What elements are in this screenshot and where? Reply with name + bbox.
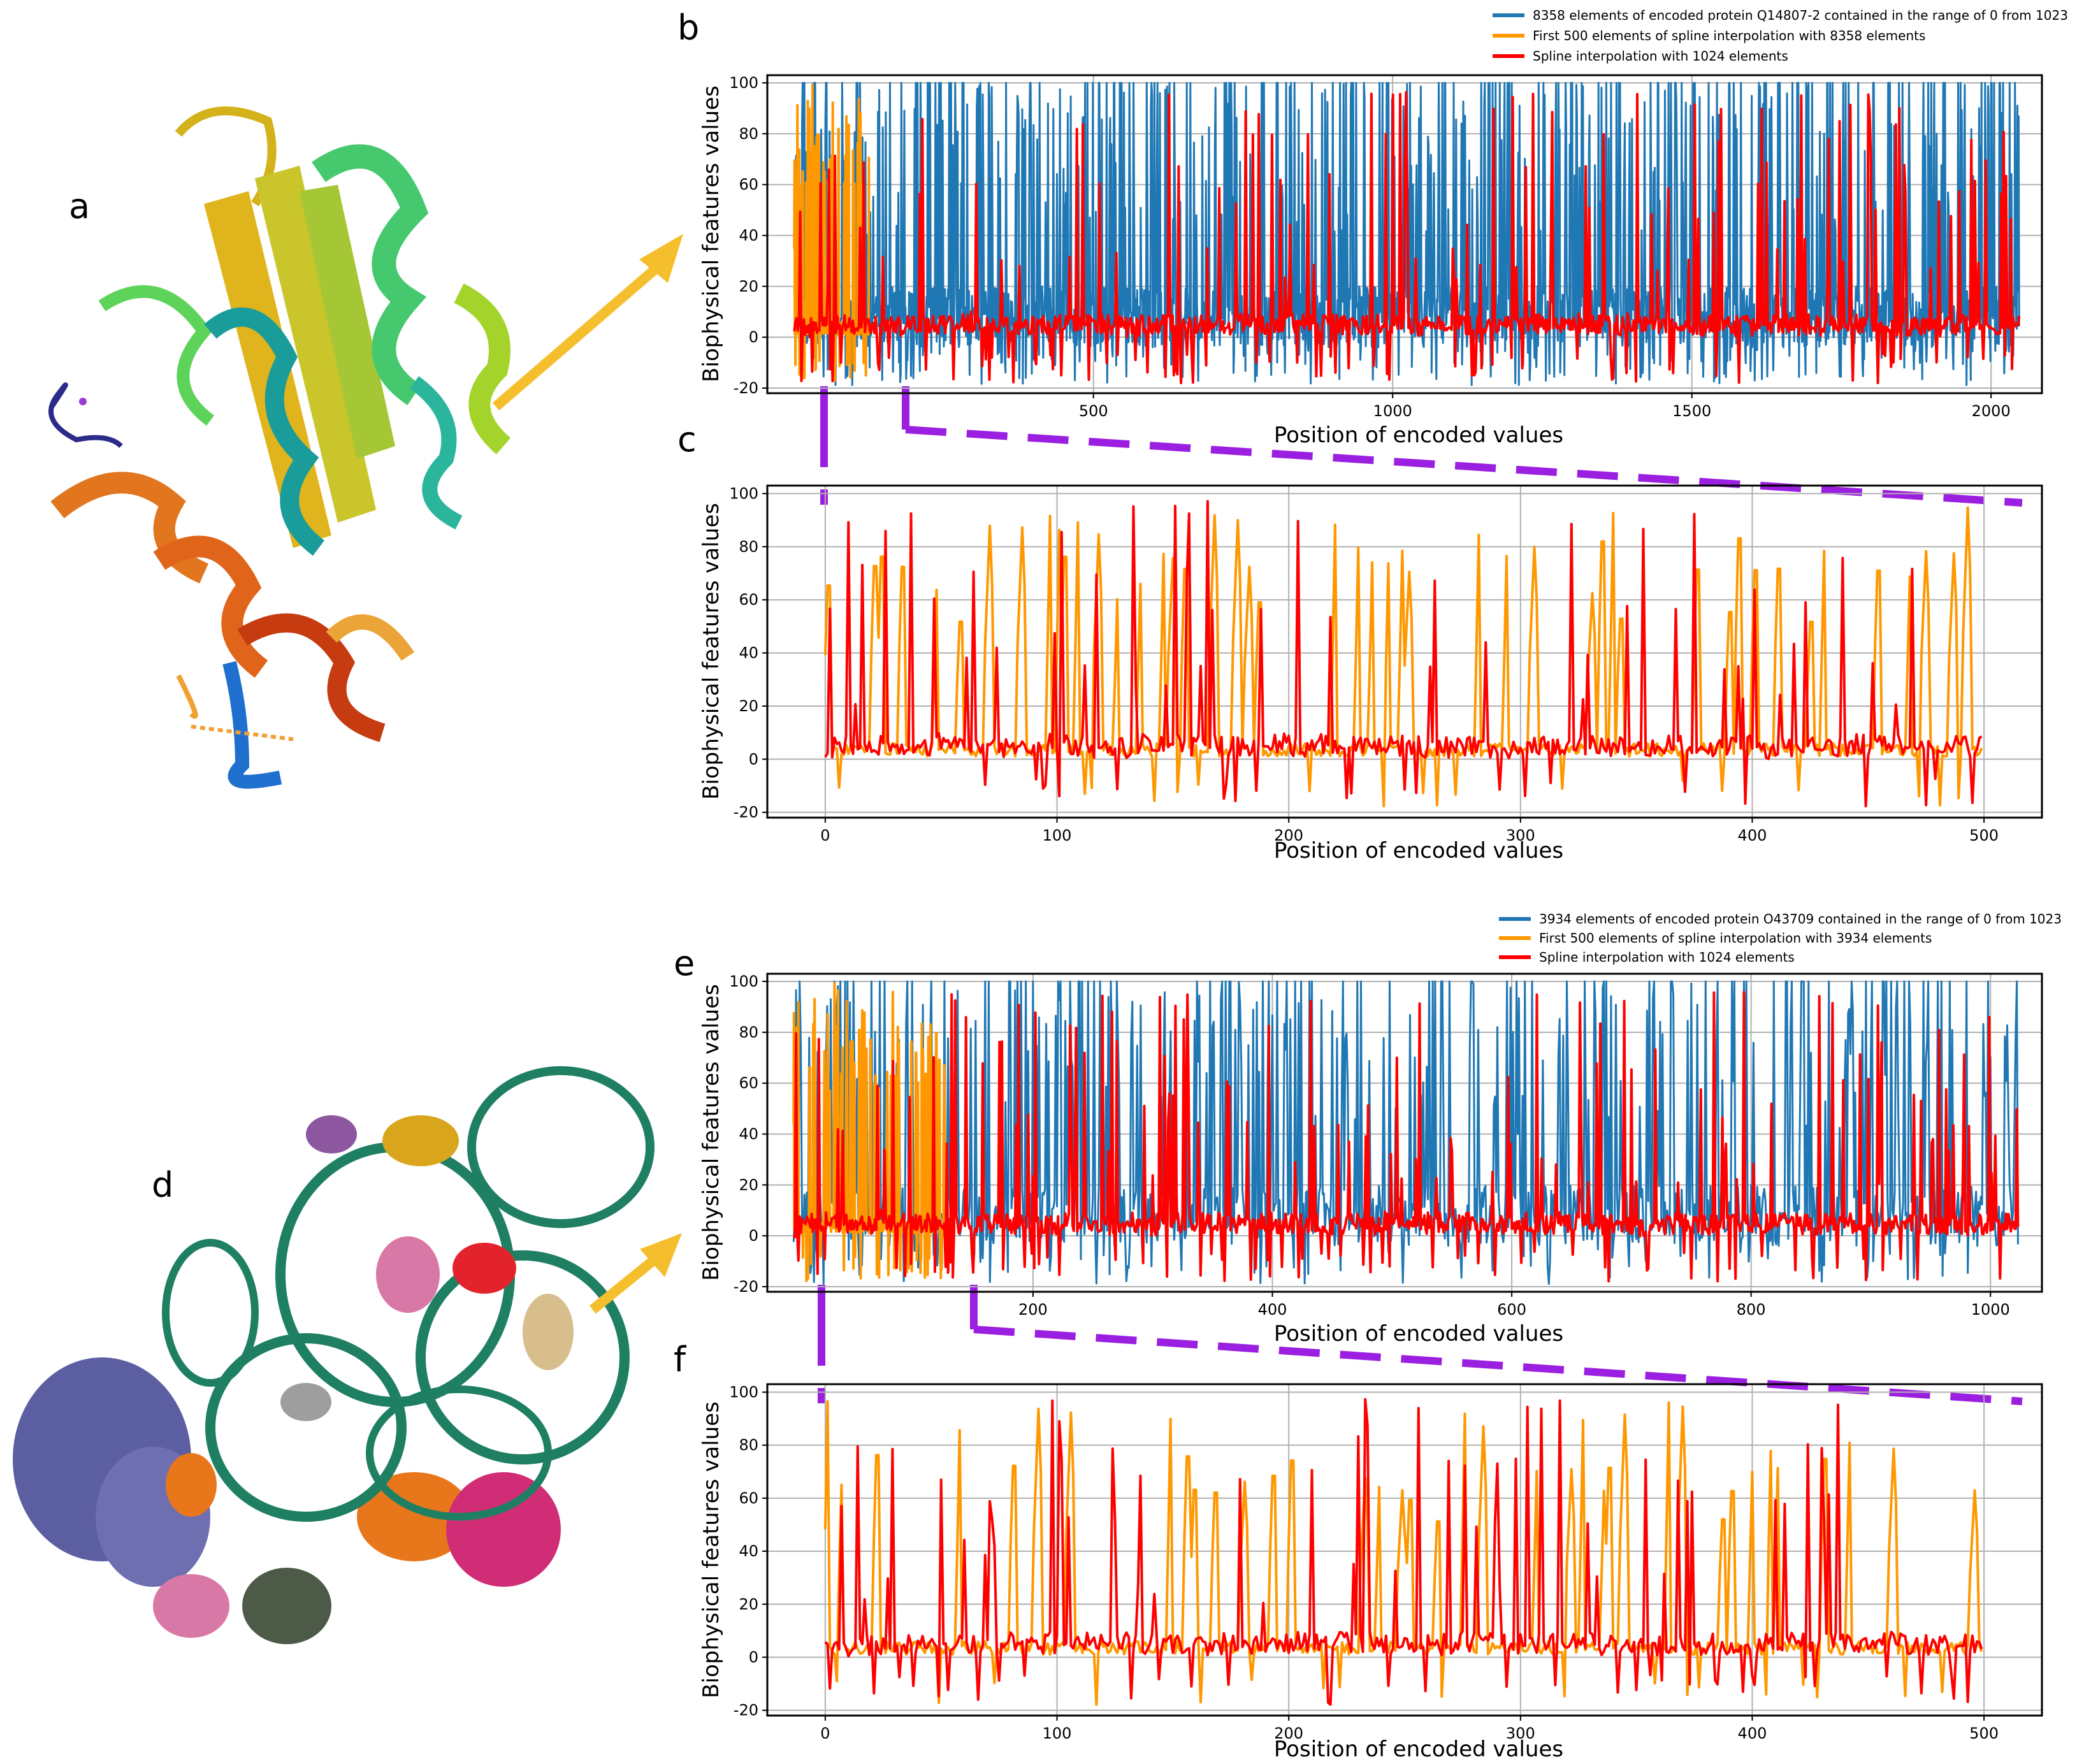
legend-entry-2-b: First 500 elements of spline interpolati… [1533, 28, 1925, 43]
y-axis-label-c: Biophysical features values [698, 503, 724, 800]
x-tick-label: 800 [1737, 1301, 1766, 1319]
y-tick-label: 80 [739, 538, 758, 556]
panel-letter-b: b [677, 8, 699, 48]
x-tick-label: 200 [1274, 1724, 1303, 1742]
x-tick-label: 400 [1258, 1301, 1287, 1319]
x-tick-label: 2000 [1972, 402, 2011, 420]
y-axis-label-f: Biophysical features values [698, 1401, 724, 1698]
x-tick-label: 100 [1043, 827, 1072, 844]
legend-entry-2-e: First 500 elements of spline interpolati… [1539, 930, 1932, 946]
y-tick-label: 60 [739, 1489, 758, 1507]
arrow-d-to-e [589, 1233, 682, 1314]
legend-entry-3-e: Spline interpolation with 1024 elements [1539, 950, 1795, 965]
y-tick-label: 20 [739, 277, 758, 295]
protein-ribbon-structure-icon [48, 106, 511, 789]
legend-entry-1-e: 3934 elements of encoded protein O43709 … [1539, 911, 2062, 927]
y-tick-label: 20 [739, 1595, 758, 1613]
y-tick-label: 20 [739, 697, 758, 715]
y-tick-label: 60 [739, 591, 758, 609]
series-line-red [824, 1398, 1983, 1706]
panel-letter-f: f [674, 1340, 687, 1380]
x-axis-label-f: Position of encoded values [1274, 1737, 1563, 1762]
y-tick-label: 40 [739, 644, 758, 662]
plot-frame-e [766, 972, 2043, 1293]
y-axis-label-e: Biophysical features values [698, 984, 724, 1281]
y-tick-label: 0 [749, 1648, 758, 1666]
x-tick-label: 500 [1079, 402, 1108, 420]
legend-b: 8358 elements of encoded protein Q14807-… [1493, 8, 2068, 64]
y-tick-label: 80 [739, 1023, 758, 1041]
x-axis-label-c: Position of encoded values [1274, 838, 1563, 864]
y-tick-label: -20 [734, 1278, 758, 1296]
y-tick-label: -20 [734, 804, 758, 821]
y-tick-label: 40 [739, 226, 758, 244]
x-tick-label: 200 [1018, 1301, 1048, 1319]
panel-letter-c: c [677, 419, 697, 459]
chart-panel-e: -20 0 20 40 60 80 100 200 400 600 800 1000 Biophysi… [698, 911, 2062, 1347]
y-tick-label: 80 [739, 1436, 758, 1454]
y-tick-label: -20 [734, 1702, 758, 1719]
x-tick-label: 100 [1043, 1724, 1072, 1742]
x-axis-label-e: Position of encoded values [1274, 1321, 1563, 1347]
plot-frame-f [766, 1383, 2043, 1717]
legend-e: 3934 elements of encoded protein O43709 … [1499, 911, 2062, 965]
y-tick-label: 60 [739, 1074, 758, 1092]
y-tick-label: 40 [739, 1542, 758, 1560]
chart-panel-c: -20 0 20 40 60 80 100 0 100 200 300 400 500 Biophysi… [698, 484, 2043, 864]
y-tick-label: 20 [739, 1176, 758, 1194]
x-tick-label: 500 [1969, 1724, 1999, 1742]
arrow-a-to-b [492, 234, 683, 411]
x-tick-label: 300 [1506, 1724, 1535, 1742]
y-tick-label: 100 [729, 74, 758, 92]
y-tick-label: 100 [729, 972, 758, 990]
panel-letter-d: d [152, 1165, 173, 1205]
y-tick-label: 60 [739, 176, 758, 194]
chart-panel-b: -20 0 20 40 60 80 100 500 1000 1500 2000 Biophysic… [698, 8, 2068, 448]
y-tick-label: -20 [734, 379, 758, 397]
x-tick-label: 0 [820, 827, 830, 844]
x-tick-label: 300 [1506, 827, 1535, 844]
x-tick-label: 1000 [1373, 402, 1412, 420]
x-tick-label: 200 [1274, 827, 1303, 844]
y-tick-label: 100 [729, 1383, 758, 1401]
x-tick-label: 600 [1497, 1301, 1526, 1319]
y-tick-label: 0 [749, 750, 758, 768]
y-tick-label: 100 [729, 485, 758, 503]
y-tick-label: 40 [739, 1125, 758, 1143]
x-axis-label-b: Position of encoded values [1274, 423, 1563, 448]
plot-frame-b [766, 74, 2043, 394]
y-tick-label: 0 [749, 1227, 758, 1245]
y-axis-label-b: Biophysical features values [698, 85, 724, 382]
x-tick-label: 500 [1969, 827, 1999, 844]
panel-letter-a: a [69, 186, 90, 226]
protein-complex-structure-icon [13, 1066, 655, 1644]
x-tick-label: 1000 [1971, 1301, 2010, 1319]
x-tick-label: 400 [1738, 827, 1767, 844]
y-tick-label: 80 [739, 125, 758, 143]
legend-entry-3-b: Spline interpolation with 1024 elements [1533, 48, 1788, 64]
legend-entry-1-b: 8358 elements of encoded protein Q14807-… [1533, 8, 2068, 23]
plot-frame-c [766, 484, 2043, 819]
chart-panel-f: -20 0 20 40 60 80 100 0 100 200 300 400 500 Biophysi… [698, 1383, 2043, 1762]
series-line-red [793, 90, 2021, 384]
y-tick-label: 0 [749, 328, 758, 346]
x-tick-label: 400 [1738, 1724, 1767, 1742]
x-tick-label: 0 [820, 1724, 830, 1742]
series-line-red [824, 500, 1983, 807]
series-line-red [793, 991, 2020, 1283]
panel-letter-e: e [674, 943, 695, 983]
x-tick-label: 1500 [1672, 402, 1711, 420]
